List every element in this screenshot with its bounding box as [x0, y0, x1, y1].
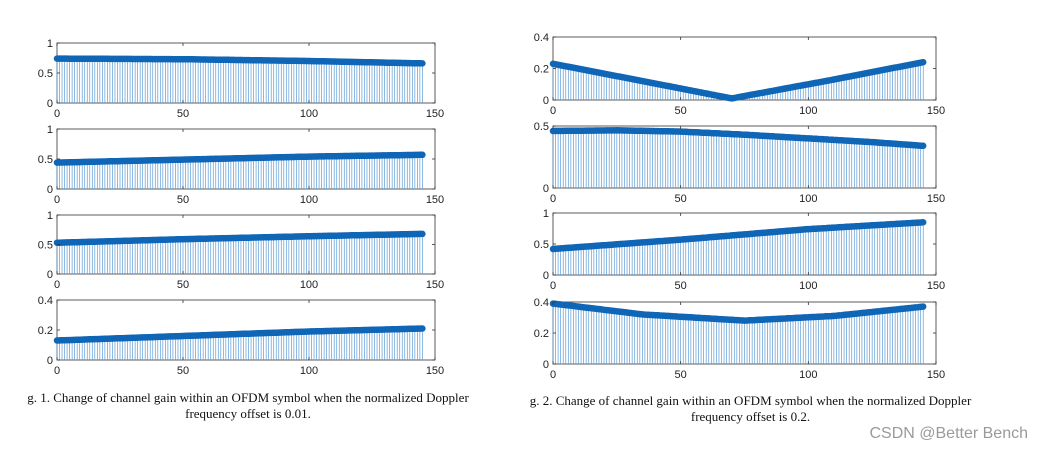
- subplot-fig1-sub2: 0 50 100 150 0 0.5 1: [38, 124, 444, 206]
- y-tick-label: 0.5: [38, 240, 53, 252]
- x-tick-label: 50: [177, 279, 189, 291]
- x-tick-label: 100: [799, 105, 817, 117]
- stem-marker-curve: [53, 230, 426, 246]
- stem-series: [56, 58, 423, 103]
- x-tick-label: 50: [675, 193, 687, 205]
- x-tick-label: 100: [300, 365, 318, 377]
- subplot-fig2-sub1: 0 50 100 150 0 0.2 0.4: [534, 32, 945, 117]
- y-tick-label: 1: [543, 208, 549, 220]
- stem-marker-curve: [53, 151, 426, 166]
- y-tick-label: 0: [543, 270, 549, 282]
- y-tick-label: 0.5: [534, 239, 549, 251]
- figure-1-caption-line-1: g. 1. Change of channel gain within an O…: [27, 390, 469, 405]
- x-tick-label: 50: [675, 105, 687, 117]
- y-tick-label: 0: [47, 355, 53, 367]
- stem-series: [56, 233, 423, 274]
- subplot-fig2-sub3: 0 50 100 150 0 0.5 1: [534, 208, 945, 292]
- y-tick-label: 0.4: [534, 32, 549, 44]
- y-tick-label: 0.5: [534, 121, 549, 133]
- x-tick-label: 50: [675, 369, 687, 381]
- subplot-fig1-sub4: 0 50 100 150 0 0.2 0.4: [38, 295, 444, 377]
- subplot-fig2-sub2: 0 50 100 150 0 0.5: [534, 121, 945, 205]
- stem-series: [56, 154, 423, 189]
- x-tick-label: 0: [550, 193, 556, 205]
- x-tick-label: 150: [426, 365, 444, 377]
- y-tick-label: 0: [543, 359, 549, 371]
- stem-marker-curve: [549, 300, 927, 324]
- y-tick-label: 0.4: [534, 297, 549, 309]
- y-tick-label: 0: [47, 98, 53, 110]
- x-tick-label: 0: [54, 108, 60, 120]
- y-tick-label: 0.5: [38, 154, 53, 166]
- watermark-text: CSDN @Better Bench: [869, 425, 1028, 442]
- stem-series: [552, 222, 924, 275]
- subplot-fig1-sub1: 0 50 100 150 0 0.5 1: [38, 38, 444, 120]
- x-tick-label: 150: [927, 369, 945, 381]
- y-tick-label: 1: [47, 210, 53, 222]
- stem-marker-curve: [53, 325, 426, 344]
- x-tick-label: 150: [927, 105, 945, 117]
- y-tick-label: 1: [47, 124, 53, 136]
- x-tick-label: 100: [300, 194, 318, 206]
- x-tick-label: 150: [927, 280, 945, 292]
- stem-marker-curve: [549, 219, 927, 253]
- x-tick-label: 100: [300, 108, 318, 120]
- y-tick-label: 0: [543, 183, 549, 195]
- subplot-fig2-sub4: 0 50 100 150 0 0.2 0.4: [534, 297, 945, 381]
- y-tick-label: 0.2: [534, 64, 549, 76]
- stem-series: [56, 328, 423, 360]
- y-tick-label: 0.4: [38, 295, 53, 307]
- y-tick-label: 0: [47, 184, 53, 196]
- x-tick-label: 0: [550, 369, 556, 381]
- x-tick-label: 0: [54, 194, 60, 206]
- y-tick-label: 0.2: [38, 325, 53, 337]
- x-tick-label: 100: [799, 280, 817, 292]
- figure-1-caption: g. 1. Change of channel gain within an O…: [0, 390, 496, 422]
- y-tick-label: 0: [543, 95, 549, 107]
- x-tick-label: 0: [550, 105, 556, 117]
- x-tick-label: 150: [927, 193, 945, 205]
- x-tick-label: 150: [426, 108, 444, 120]
- y-tick-label: 0.2: [534, 328, 549, 340]
- subplot-fig1-sub3: 0 50 100 150 0 0.5 1: [38, 210, 444, 291]
- stem-marker-curve: [549, 58, 927, 102]
- x-tick-label: 100: [799, 193, 817, 205]
- y-tick-label: 1: [47, 38, 53, 50]
- x-tick-label: 0: [54, 279, 60, 291]
- stem-marker-curve: [549, 127, 927, 150]
- x-tick-label: 50: [177, 108, 189, 120]
- x-tick-label: 0: [550, 280, 556, 292]
- figure-1-caption-line-2: frequency offset is 0.01.: [185, 406, 311, 421]
- x-tick-label: 50: [177, 194, 189, 206]
- y-tick-label: 0: [47, 269, 53, 281]
- x-tick-label: 100: [300, 279, 318, 291]
- stem-series: [552, 303, 924, 364]
- x-tick-label: 50: [675, 280, 687, 292]
- x-tick-label: 0: [54, 365, 60, 377]
- stem-marker-curve: [53, 55, 426, 67]
- figure-2-caption-line-1: g. 2. Change of channel gain within an O…: [529, 393, 972, 408]
- figure-2-caption-line-2: frequency offset is 0.2.: [690, 409, 811, 424]
- stem-series: [552, 130, 924, 188]
- x-tick-label: 50: [177, 365, 189, 377]
- x-tick-label: 150: [426, 279, 444, 291]
- x-tick-label: 100: [799, 369, 817, 381]
- x-tick-label: 150: [426, 194, 444, 206]
- stem-series: [552, 62, 924, 100]
- y-tick-label: 0.5: [38, 68, 53, 80]
- figure-2-caption: g. 2. Change of channel gain within an O…: [498, 393, 1003, 425]
